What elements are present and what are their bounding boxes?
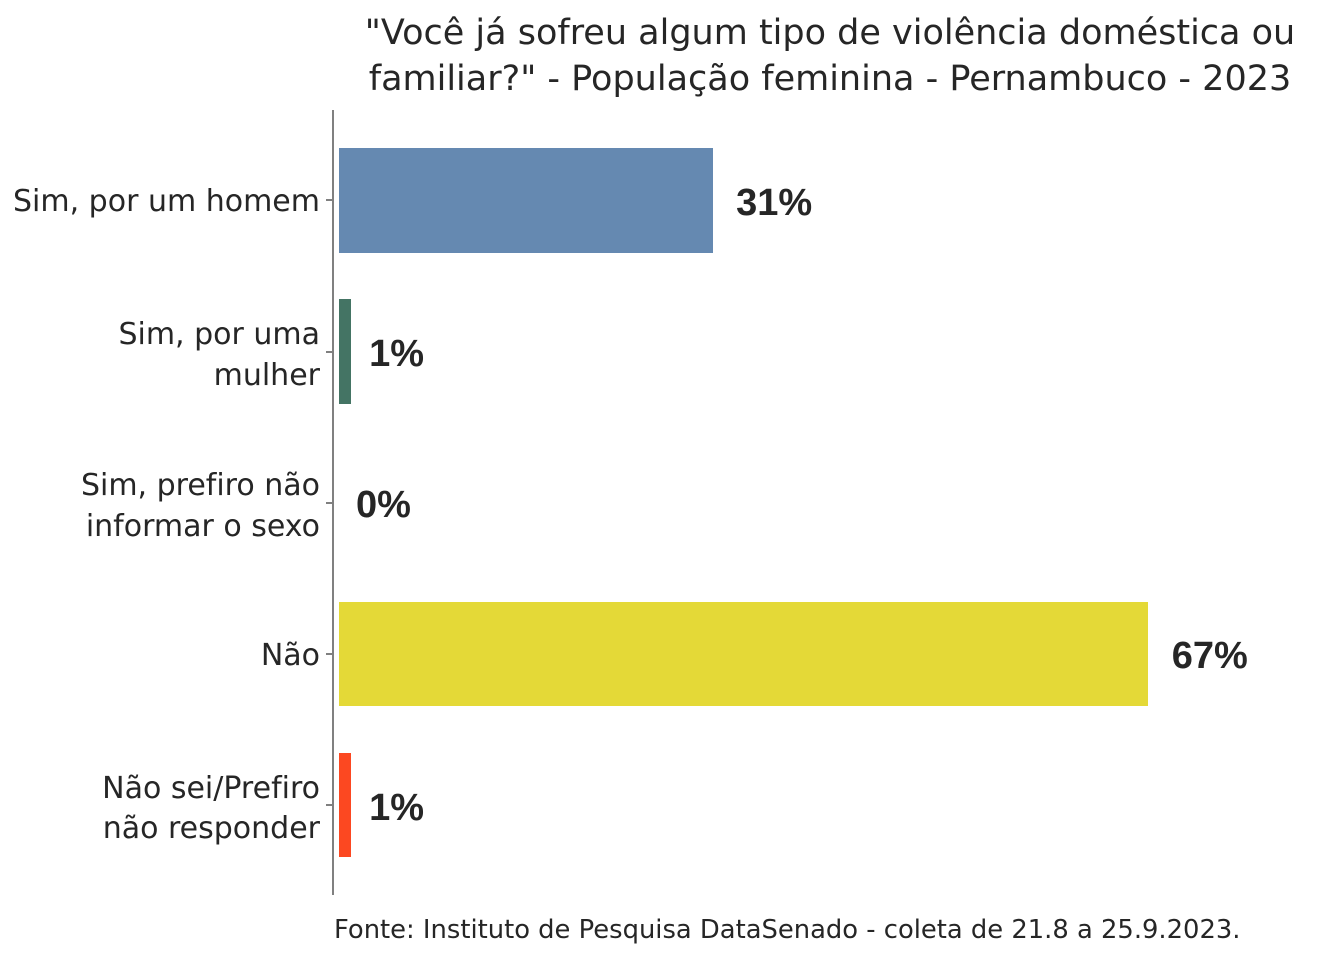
bar [339, 148, 714, 253]
source-note: Fonte: Instituto de Pesquisa DataSenado … [334, 915, 1241, 945]
category-label: Sim, por uma mulher [118, 317, 320, 393]
bar [339, 752, 352, 858]
value-label: 31% [736, 181, 813, 224]
y-axis-tick [325, 804, 333, 807]
bar [339, 299, 352, 404]
category-label: Sim, prefiro não informar o sexo [80, 468, 320, 544]
value-label: 1% [369, 333, 424, 375]
category-label: Não [260, 637, 320, 673]
bar [339, 601, 1148, 707]
value-label: 0% [356, 484, 411, 527]
value-label: 67% [1171, 635, 1248, 678]
category-label: Não sei/Prefiro não responder [102, 770, 320, 847]
y-axis-tick [325, 199, 333, 202]
y-axis-tick [325, 652, 333, 655]
chart-title-line-1: "Você já sofreu algum tipo de violência … [364, 13, 1296, 53]
y-axis-tick [325, 350, 333, 353]
y-axis-tick [325, 501, 333, 504]
chart-title-line-2: familiar?" - População feminina - Pernam… [368, 59, 1292, 99]
category-label: Sim, por um homem [13, 184, 320, 220]
chart-title: "Você já sofreu algum tipo de violência … [316, 10, 1344, 102]
value-label: 1% [369, 786, 424, 829]
y-axis-line [332, 110, 334, 895]
